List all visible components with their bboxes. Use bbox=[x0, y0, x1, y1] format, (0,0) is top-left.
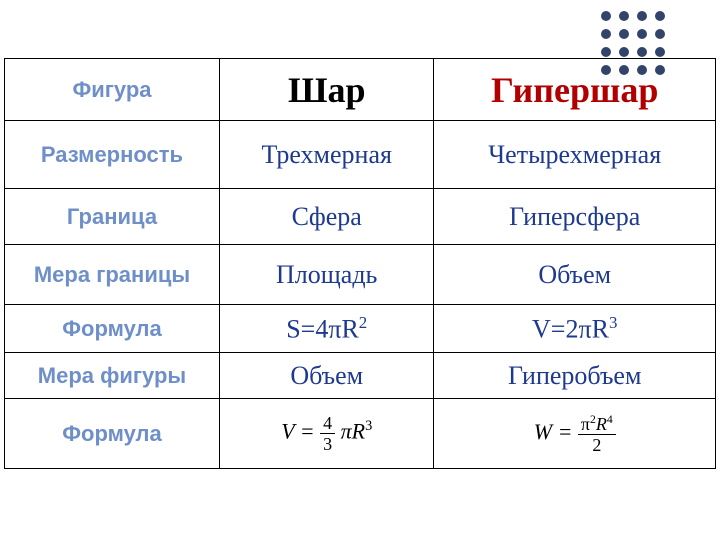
comparison-table: Фигура Шар Гипершар Размерность Трехмерн… bbox=[4, 58, 716, 469]
row-header: Фигура bbox=[5, 59, 220, 121]
cell-sphere-title: Шар bbox=[220, 59, 434, 121]
cell-formula-hypervolume: W = π2R42 bbox=[434, 399, 716, 469]
cell-hypersphere-title: Гипершар bbox=[434, 59, 716, 121]
cell-formula-volume: V = 43 πR3 bbox=[220, 399, 434, 469]
row-header: Формула bbox=[5, 399, 220, 469]
row-header: Граница bbox=[5, 189, 220, 245]
cell: Сфера bbox=[220, 189, 434, 245]
row-header: Размерность bbox=[5, 121, 220, 189]
cell-formula: V=2πR3 bbox=[434, 305, 716, 353]
cell: Объем bbox=[220, 353, 434, 399]
cell: Площадь bbox=[220, 245, 434, 305]
row-header: Мера фигуры bbox=[5, 353, 220, 399]
cell-formula: S=4πR2 bbox=[220, 305, 434, 353]
cell: Трехмерная bbox=[220, 121, 434, 189]
row-header: Формула bbox=[5, 305, 220, 353]
cell: Четырехмерная bbox=[434, 121, 716, 189]
cell: Гиперобъем bbox=[434, 353, 716, 399]
cell: Гиперсфера bbox=[434, 189, 716, 245]
row-header: Мера границы bbox=[5, 245, 220, 305]
cell: Объем bbox=[434, 245, 716, 305]
